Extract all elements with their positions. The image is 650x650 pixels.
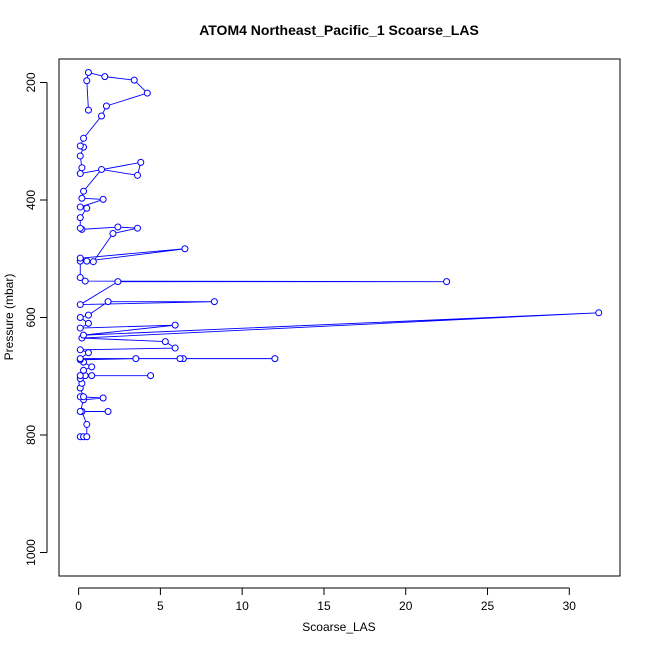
data-point <box>84 311 92 319</box>
plot-area <box>76 69 603 441</box>
data-point <box>76 301 84 309</box>
x-tick-label: 0 <box>75 599 82 613</box>
data-point <box>76 214 84 222</box>
data-point <box>88 372 96 380</box>
data-point <box>76 254 84 262</box>
y-axis-label: Pressure (mbar) <box>2 274 16 361</box>
y-tick-label: 600 <box>24 307 38 327</box>
data-point <box>83 204 91 212</box>
data-point <box>84 349 92 357</box>
x-tick-label: 10 <box>236 599 250 613</box>
data-point <box>114 223 122 231</box>
data-point <box>104 408 112 415</box>
y-tick-label: 1000 <box>24 539 38 566</box>
data-point <box>83 433 91 441</box>
data-point <box>76 224 84 232</box>
data-point <box>114 278 122 286</box>
data-point <box>83 257 91 265</box>
data-point <box>76 324 84 332</box>
data-point <box>595 309 603 317</box>
data-point <box>88 363 96 371</box>
data-point <box>130 76 138 84</box>
data-point <box>80 331 88 339</box>
x-tick-label: 5 <box>157 599 164 613</box>
data-point <box>78 194 86 202</box>
data-point <box>89 258 97 266</box>
data-point <box>76 203 84 211</box>
x-tick-label: 15 <box>317 599 331 613</box>
data-point <box>210 298 218 306</box>
data-point <box>176 355 184 363</box>
data-point <box>76 372 84 380</box>
data-point <box>84 319 92 327</box>
data-point <box>104 298 112 306</box>
data-point <box>76 274 84 282</box>
data-point <box>78 164 86 172</box>
x-tick-label: 25 <box>481 599 495 613</box>
data-point <box>101 73 109 81</box>
chart-title: ATOM4 Northeast_Pacific_1 Scoarse_LAS <box>199 22 479 38</box>
data-point <box>76 346 84 354</box>
data-point <box>137 158 145 166</box>
data-point <box>161 338 169 346</box>
data-point <box>76 152 84 160</box>
data-point <box>76 408 84 415</box>
data-point <box>80 366 88 374</box>
data-point <box>171 321 179 329</box>
data-point <box>147 372 155 380</box>
plot-frame <box>58 58 621 577</box>
data-point <box>83 420 91 428</box>
data-point <box>143 89 151 97</box>
data-point <box>76 170 84 178</box>
data-point <box>99 195 107 203</box>
data-point <box>109 229 117 237</box>
data-point <box>132 355 140 363</box>
data-point <box>171 344 179 352</box>
x-axis: 0 5 10 15 20 25 30 <box>75 587 577 613</box>
data-point <box>81 277 89 285</box>
data-point <box>98 112 106 120</box>
data-point <box>80 187 88 195</box>
y-tick-label: 400 <box>24 190 38 210</box>
data-point <box>84 106 92 114</box>
data-point <box>134 171 142 179</box>
x-tick-label: 30 <box>563 599 577 613</box>
x-axis-label: Scoarse_LAS <box>302 620 375 634</box>
data-point <box>80 393 88 401</box>
y-tick-label: 800 <box>24 425 38 445</box>
data-point <box>80 134 88 142</box>
data-point <box>102 102 110 110</box>
data-point <box>181 245 189 253</box>
x-tick-label: 20 <box>399 599 413 613</box>
data-point <box>99 394 107 402</box>
y-axis: 200 400 600 800 1000 <box>24 72 48 566</box>
data-point <box>83 77 91 85</box>
data-point <box>76 355 84 363</box>
data-point <box>76 142 84 150</box>
data-point <box>443 278 451 286</box>
data-point <box>134 224 142 232</box>
y-tick-label: 200 <box>24 72 38 92</box>
data-point <box>76 314 84 321</box>
data-point <box>98 165 106 173</box>
data-point <box>271 355 279 363</box>
data-point <box>84 69 92 77</box>
